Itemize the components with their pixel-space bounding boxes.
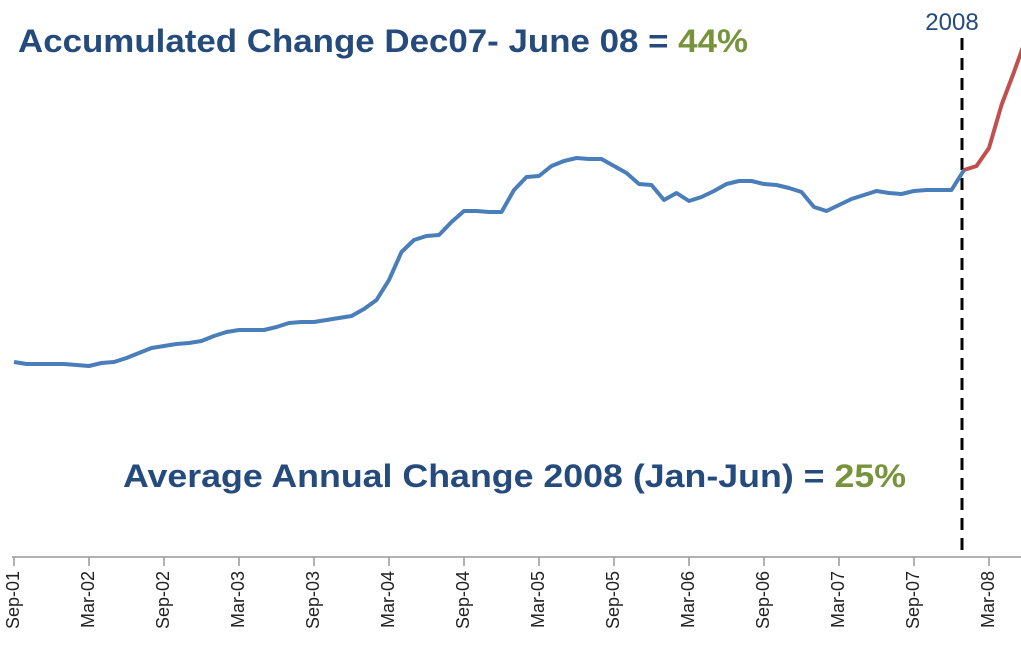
- annotation-text: Average Annual Change 2008 (Jan-Jun) =: [123, 458, 834, 494]
- x-tick-label: Mar-03: [228, 571, 248, 628]
- x-tick-label: Mar-07: [828, 571, 848, 628]
- annotation-text: Accumulated Change Dec07- June 08 =: [18, 23, 678, 59]
- x-tick-label: Mar-05: [528, 571, 548, 628]
- annotation: Accumulated Change Dec07- June 08 = 44%: [18, 23, 748, 59]
- x-tick-label: Mar-06: [678, 571, 698, 628]
- line-series: [963, 46, 1021, 172]
- x-tick-label: Sep-02: [153, 571, 173, 629]
- x-tick-label: Sep-06: [753, 571, 773, 629]
- x-tick-label: Mar-02: [78, 571, 98, 628]
- annotation: Average Annual Change 2008 (Jan-Jun) = 2…: [123, 458, 906, 494]
- annotation-highlight: 44%: [678, 23, 748, 59]
- line-series: [13, 156, 966, 368]
- x-tick-label: Mar-08: [978, 571, 998, 628]
- x-tick-label: Sep-03: [303, 571, 323, 629]
- x-tick-label: Sep-07: [903, 571, 923, 629]
- x-tick-label: Mar-04: [378, 571, 398, 628]
- divider-label: 2008: [925, 9, 978, 36]
- x-tick-label: Sep-01: [3, 571, 23, 629]
- x-tick-label: Sep-04: [453, 571, 473, 629]
- annotation-highlight: 25%: [834, 458, 906, 494]
- x-tick-label: Sep-05: [603, 571, 623, 629]
